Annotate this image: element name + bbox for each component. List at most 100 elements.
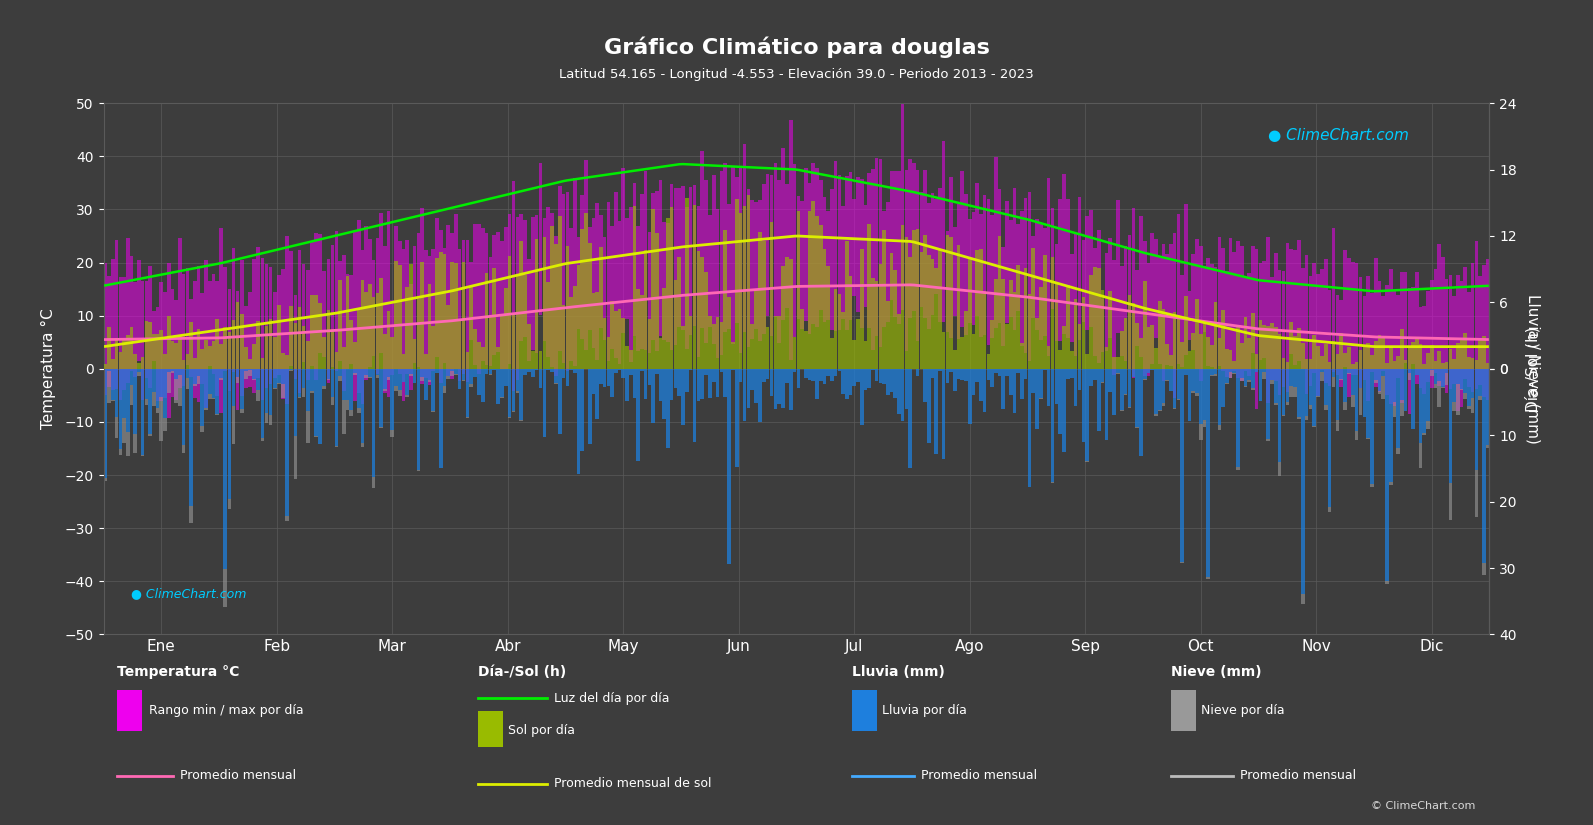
Bar [1419,369,1423,443]
Bar [1082,297,1085,369]
Bar [969,258,972,369]
Bar [446,376,449,379]
Bar [1136,271,1139,346]
Bar [354,232,357,401]
Bar [1147,327,1150,369]
Bar [1188,369,1192,421]
Bar [941,369,946,459]
Bar [1423,306,1426,394]
Bar [1180,369,1184,562]
Bar [1321,269,1324,370]
Bar [1431,280,1434,388]
Bar [1289,322,1294,369]
Bar [1329,290,1332,385]
Bar [1195,394,1200,396]
Bar [927,203,930,329]
Bar [201,426,204,431]
Bar [994,157,997,328]
Bar [231,248,236,372]
Bar [550,213,554,367]
Bar [371,369,376,478]
Bar [429,380,432,382]
Bar [416,233,421,367]
Bar [913,163,916,311]
Bar [174,380,178,403]
Bar [644,369,647,398]
Y-axis label: Día-/Sol (h): Día-/Sol (h) [1525,326,1540,412]
Bar [734,177,739,323]
Bar [1055,285,1058,369]
Bar [137,372,140,376]
Bar [1039,286,1043,369]
Bar [1158,410,1161,412]
Bar [949,369,953,372]
Bar [986,200,991,345]
Bar [935,199,938,295]
Bar [930,192,933,315]
Bar [1321,356,1324,369]
Bar [126,432,129,456]
Bar [1470,369,1475,398]
Bar [104,364,107,369]
Bar [1020,210,1024,346]
Bar [454,369,457,374]
Bar [777,316,781,369]
Bar [640,194,644,349]
Bar [621,369,624,379]
Bar [1247,380,1251,382]
Bar [1456,369,1459,384]
Bar [1367,369,1370,438]
Bar [927,256,930,369]
Bar [1139,338,1142,369]
Bar [162,354,167,369]
Bar [766,369,769,379]
Bar [256,369,260,390]
Bar [860,179,863,328]
Bar [916,229,919,369]
Bar [1426,421,1431,429]
Bar [269,318,272,369]
Bar [1282,369,1286,415]
Bar [382,334,387,369]
Bar [1367,343,1370,369]
Bar [573,369,577,373]
Bar [1258,369,1262,401]
Bar [215,280,218,396]
Bar [1481,265,1486,397]
Bar [1101,369,1104,382]
Bar [1354,362,1359,369]
Bar [983,369,986,412]
Bar [663,288,666,369]
Bar [212,274,215,375]
Bar [1077,197,1082,340]
Bar [980,249,983,369]
Bar [566,246,569,369]
Bar [980,214,983,337]
Bar [1098,230,1101,363]
Bar [1470,398,1475,413]
Bar [1211,375,1214,376]
Bar [1294,387,1297,397]
Bar [1321,371,1324,380]
Bar [986,369,991,380]
Bar [148,266,151,388]
Bar [1155,348,1158,369]
Bar [1370,355,1373,369]
Bar [554,237,558,375]
Bar [201,348,204,369]
Bar [1370,369,1373,483]
Bar [223,568,228,607]
Bar [769,175,773,337]
Bar [301,388,306,397]
Bar [365,291,368,369]
Bar [500,369,503,398]
Bar [1486,363,1489,369]
Bar [1024,198,1027,353]
Bar [282,269,285,399]
Bar [170,290,174,397]
Bar [342,255,346,391]
Bar [916,170,919,342]
Bar [991,319,994,369]
Bar [793,337,796,369]
Bar [961,337,964,369]
